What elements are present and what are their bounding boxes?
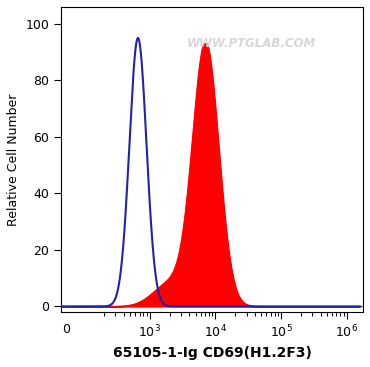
Y-axis label: Relative Cell Number: Relative Cell Number	[7, 93, 20, 226]
Text: WWW.PTGLAB.COM: WWW.PTGLAB.COM	[187, 37, 316, 50]
X-axis label: 65105-1-Ig CD69(H1.2F3): 65105-1-Ig CD69(H1.2F3)	[113, 346, 312, 360]
Text: 0: 0	[62, 323, 70, 337]
